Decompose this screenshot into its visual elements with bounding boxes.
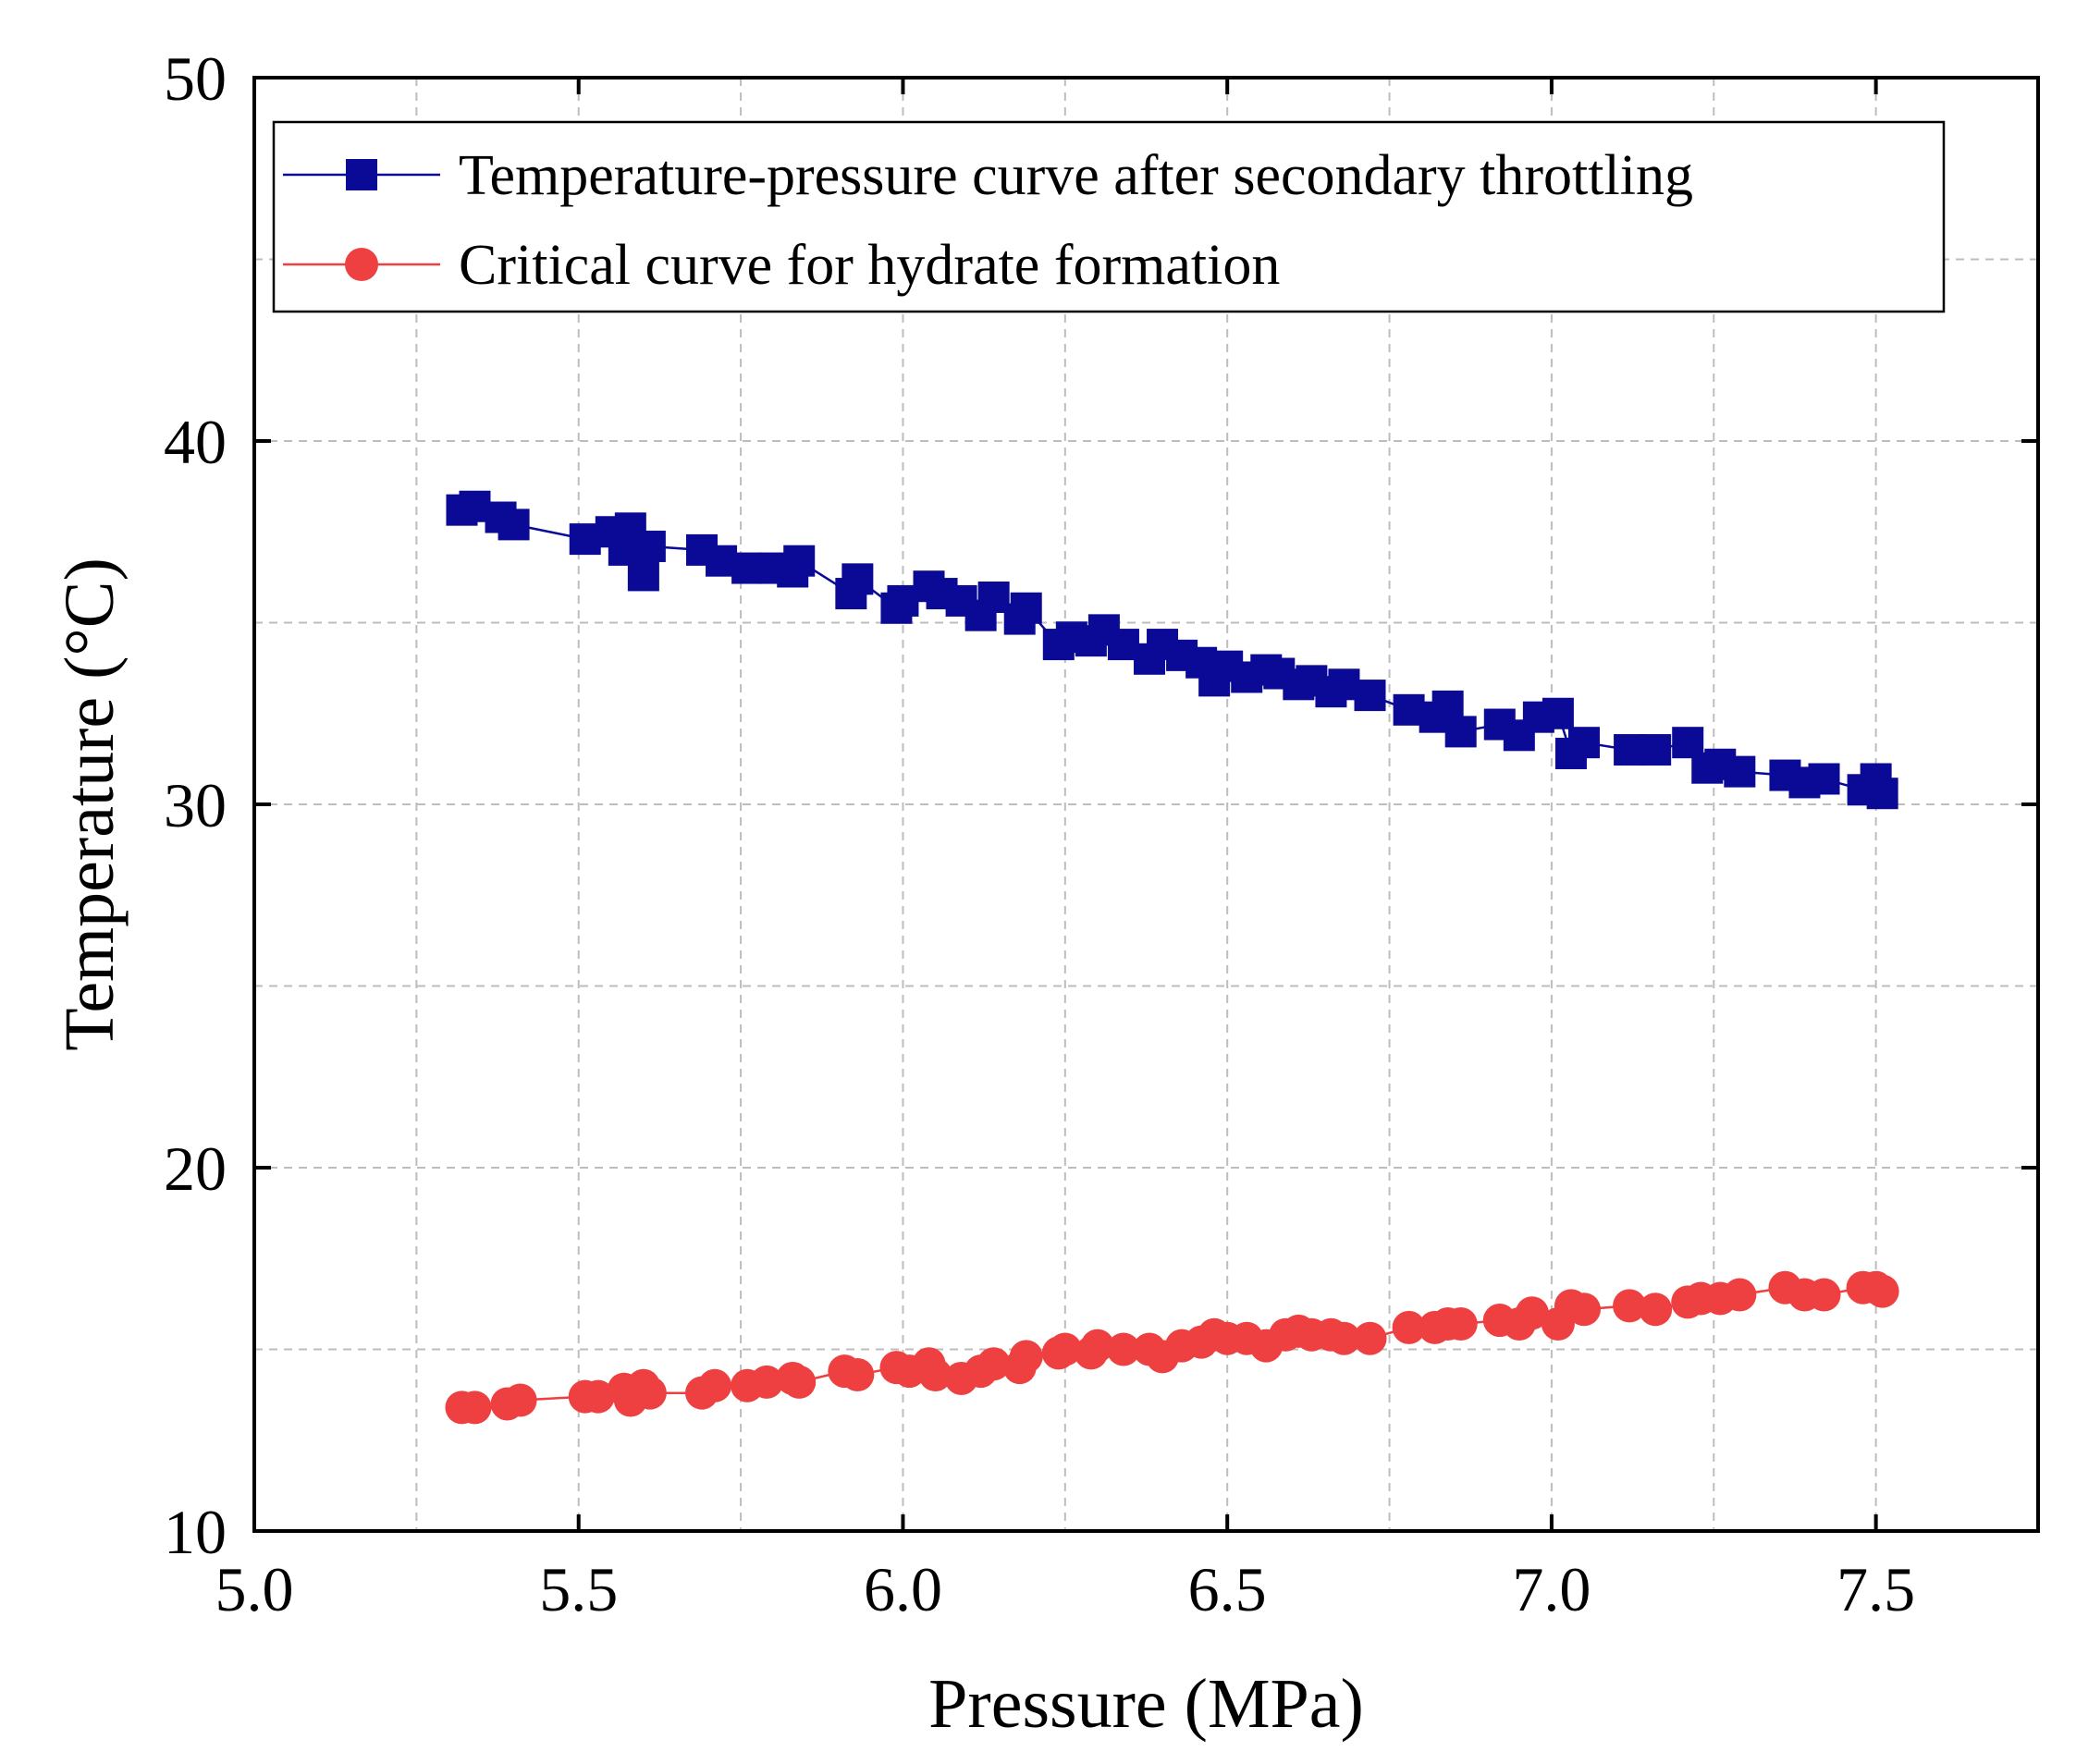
x-tick-label: 6.5 xyxy=(1188,1554,1267,1624)
series-1-point xyxy=(1392,1310,1426,1344)
series-1-point xyxy=(1515,1296,1549,1330)
series-1-point xyxy=(918,1358,952,1392)
series-1-point xyxy=(1353,1321,1387,1355)
y-tick-label: 10 xyxy=(164,1497,227,1567)
series-1-point xyxy=(698,1368,732,1403)
series-1-point xyxy=(1723,1278,1757,1312)
legend-entries: Temperature-pressure curve after seconda… xyxy=(283,144,1693,297)
series-0-point xyxy=(627,559,659,592)
series-1-point xyxy=(633,1376,667,1410)
y-tick-label: 30 xyxy=(164,770,227,840)
legend-marker xyxy=(346,159,377,190)
series-1-point xyxy=(1566,1292,1601,1327)
legend-entry: Critical curve for hydrate formation xyxy=(283,234,1280,297)
legend-label: Critical curve for hydrate formation xyxy=(459,234,1280,297)
y-tick-label: 50 xyxy=(164,43,227,114)
series-1-point xyxy=(782,1365,817,1399)
series-0-point xyxy=(1567,727,1600,759)
series-0-point xyxy=(1354,680,1386,712)
series-0-point xyxy=(1444,716,1477,748)
series-1-point xyxy=(1865,1274,1899,1308)
y-tick-label: 20 xyxy=(164,1133,227,1204)
series-1-point xyxy=(1639,1292,1673,1327)
series-1-point xyxy=(1106,1332,1140,1366)
legend-entry: Temperature-pressure curve after seconda… xyxy=(283,144,1693,207)
x-tick-label: 7.0 xyxy=(1512,1554,1591,1624)
legend-label: Temperature-pressure curve after seconda… xyxy=(459,144,1693,207)
series-1-point xyxy=(1613,1289,1647,1323)
series-1-point xyxy=(1048,1332,1082,1366)
legend: Temperature-pressure curve after seconda… xyxy=(272,120,1946,313)
series-1-point xyxy=(1080,1329,1114,1363)
series-1-point xyxy=(1807,1278,1841,1312)
series-0-point xyxy=(1724,755,1756,788)
x-tick-label: 5.5 xyxy=(539,1554,618,1624)
series-0-point xyxy=(1866,778,1898,810)
series-1-point xyxy=(841,1358,875,1392)
series-1-point xyxy=(503,1383,537,1417)
series-0-point xyxy=(1640,734,1672,766)
y-axis-title: Temperature (°C) xyxy=(51,557,129,1051)
series-1-point xyxy=(458,1390,492,1425)
series-0-point xyxy=(498,508,530,541)
ticks xyxy=(252,76,2038,1533)
x-tick-label: 7.5 xyxy=(1836,1554,1915,1624)
series-markers xyxy=(445,490,1899,1425)
tick-labels: 5.0 5.5 6.0 6.5 7.0 7.5 10 20 30 40 50 xyxy=(164,43,1915,1624)
series-1-point xyxy=(1443,1306,1478,1341)
legend-box xyxy=(272,120,1946,313)
series-0-point xyxy=(1010,592,1042,624)
x-tick-label: 5.0 xyxy=(215,1554,294,1624)
series-1-point xyxy=(750,1365,784,1399)
series-0-point xyxy=(841,563,874,595)
legend-marker xyxy=(345,248,378,281)
series-0-point xyxy=(1542,697,1574,729)
series-1-point xyxy=(1327,1321,1361,1355)
series-1-point xyxy=(1009,1340,1043,1374)
series-0-point xyxy=(783,545,816,577)
series-1-point xyxy=(977,1347,1011,1381)
series-1-point xyxy=(581,1379,615,1414)
series-0-point xyxy=(1808,763,1840,795)
y-tick-label: 40 xyxy=(164,407,227,477)
x-tick-label: 6.0 xyxy=(864,1554,942,1624)
series-0-point xyxy=(633,530,666,562)
x-axis-title: Pressure (MPa) xyxy=(928,1665,1364,1743)
